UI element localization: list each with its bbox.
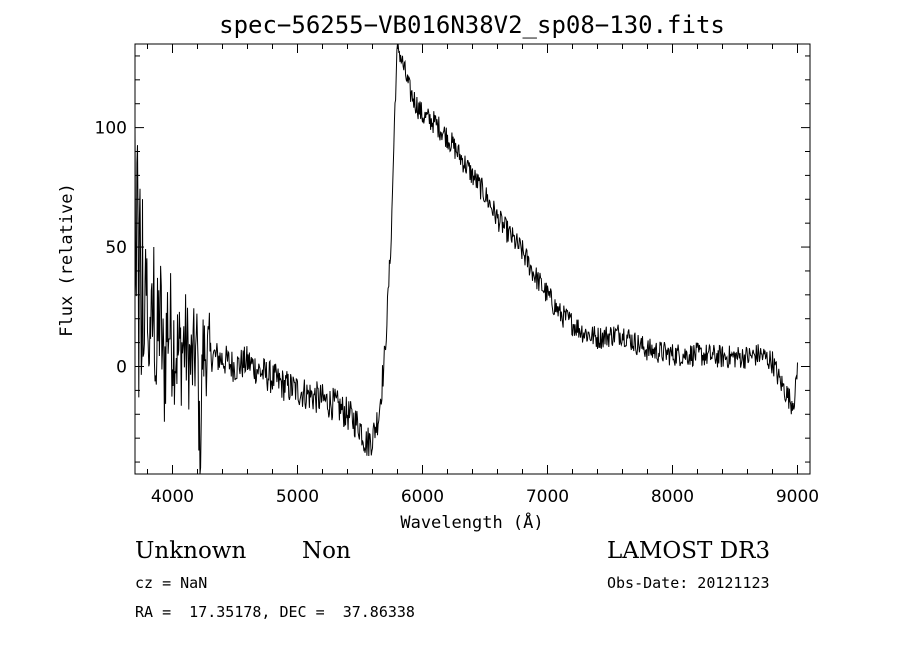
y-tick-label: 100 [95, 119, 127, 139]
x-tick-label: 8000 [651, 487, 694, 507]
y-tick-label: 50 [105, 238, 127, 258]
x-tick-label: 6000 [401, 487, 444, 507]
coords-label: RA = 17.35178, DEC = 37.86338 [135, 603, 415, 621]
y-axis-ticks: 0 50 100 [95, 55, 810, 463]
class-label: Unknown [135, 538, 247, 564]
chart-title: spec−56255−VB016N38V2_sp08−130.fits [219, 11, 725, 39]
x-tick-label: 7000 [526, 487, 569, 507]
x-tick-label: 4000 [151, 487, 194, 507]
obs-date-label: Obs-Date: 20121123 [607, 574, 770, 592]
survey-label: LAMOST DR3 [607, 538, 771, 564]
y-axis-label: Flux (relative) [57, 183, 77, 337]
spectrum-line [134, 43, 798, 475]
subclass-label: Non [302, 538, 351, 564]
redshift-label: cz = NaN [135, 574, 208, 592]
x-tick-label: 5000 [276, 487, 319, 507]
plot-frame [134, 43, 811, 475]
x-axis-ticks: 4000 5000 6000 7000 8000 9000 [147, 44, 819, 507]
x-tick-label: 9000 [776, 487, 819, 507]
y-tick-label: 0 [116, 358, 127, 378]
x-axis-label: Wavelength (Å) [400, 511, 543, 533]
